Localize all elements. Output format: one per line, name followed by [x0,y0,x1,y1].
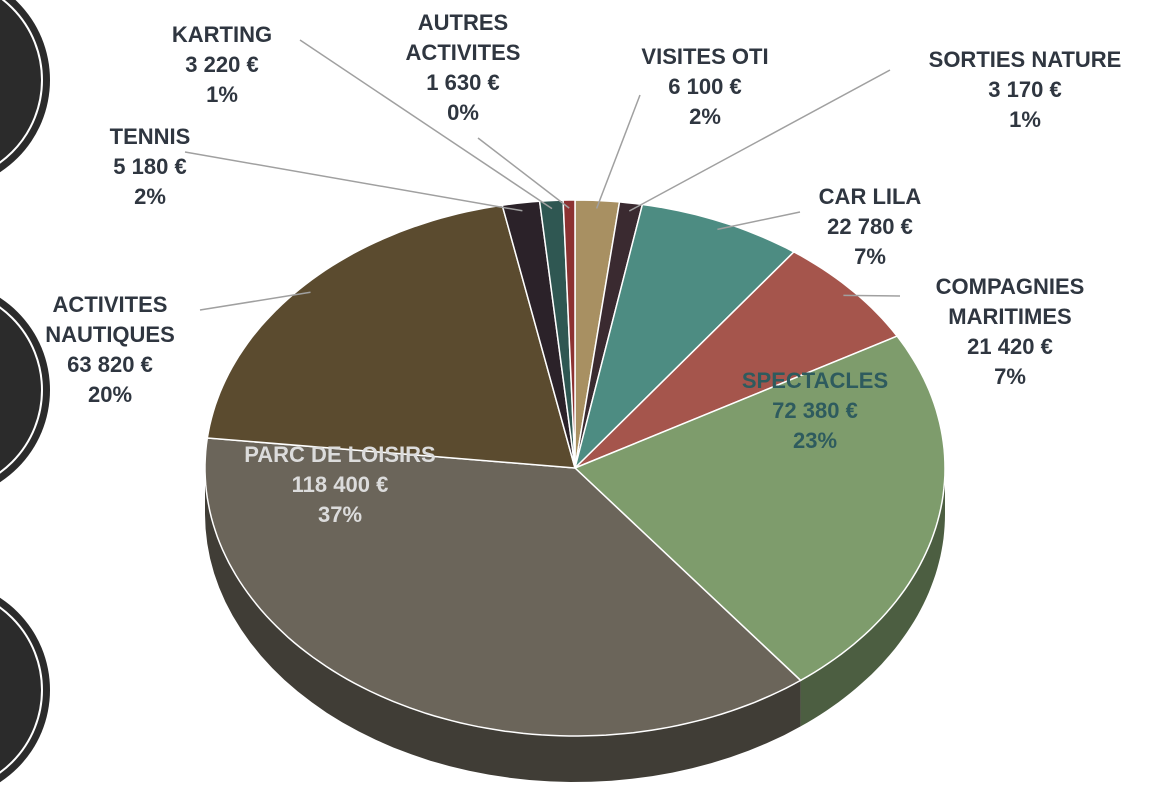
category-label: COMPAGNIES MARITIMES [935,274,1085,329]
leader-line [628,69,891,212]
value-label: 72 380 € [772,398,858,423]
slice-label: CAR LILA 22 780 € 7% [750,182,990,272]
slice-label: COMPAGNIES MARITIMES 21 420 € 7% [920,272,1100,392]
leader-line [299,39,553,210]
percent-label: 23% [792,428,838,453]
slice [206,204,577,469]
decor-ring [0,0,43,164]
leader-line [199,291,311,311]
leader-line [184,151,523,212]
value-label: 1 630 € [426,70,500,95]
value-label: 6 100 € [668,74,742,99]
decor-ring [0,606,43,774]
slice [573,335,946,682]
value-label: 63 820 € [67,352,153,377]
slice-label: ACTIVITES NAUTIQUES 63 820 € 20% [20,290,200,410]
value-label: 22 780 € [827,214,913,239]
slice-label: AUTRES ACTIVITES 1 630 € 0% [373,8,553,128]
category-label: KARTING [171,22,273,47]
percent-label: 37% [317,502,363,527]
percent-label: 20% [87,382,133,407]
slice [573,203,796,471]
slice-label: SORTIES NATURE 3 170 € 1% [905,45,1145,135]
value-label: 5 180 € [113,154,187,179]
slice-side [205,468,801,782]
percent-label: 2% [134,184,166,209]
percent-label: 7% [994,364,1026,389]
percent-label: 7% [854,244,886,269]
slice-side [800,468,945,727]
category-label: SPECTACLES [741,368,889,393]
percent-label: 2% [689,104,721,129]
decor-circle [0,597,50,783]
value-label: 3 220 € [185,52,259,77]
value-label: 118 400 € [291,472,389,497]
value-label: 21 420 € [967,334,1053,359]
leader-line [595,94,641,209]
slice-label: PARC DE LOISIRS 118 400 € 37% [220,440,460,530]
slice [574,250,899,469]
category-label: TENNIS [109,124,191,149]
leader-line [717,211,801,231]
slice-label: SPECTACLES 72 380 € 23% [695,366,935,456]
slice-label: VISITES OTI 6 100 € 2% [585,42,825,132]
leader-line [477,137,570,209]
percent-label: 1% [1009,107,1041,132]
decor-circle [0,0,50,173]
category-label: CAR LILA [818,184,922,209]
slice-label: TENNIS 5 180 € 2% [30,122,270,212]
category-label: SORTIES NATURE [928,47,1122,72]
slice [501,200,576,469]
category-label: AUTRES ACTIVITES [405,10,521,65]
slice [562,199,576,469]
category-label: PARC DE LOISIRS [244,442,436,467]
slice-label: KARTING 3 220 € 1% [102,20,342,110]
slice [204,437,802,737]
percent-label: 1% [206,82,238,107]
category-label: VISITES OTI [641,44,769,69]
decor-circle [0,297,50,483]
leader-line [843,294,901,297]
percent-label: 0% [447,100,479,125]
value-label: 3 170 € [988,77,1062,102]
category-label: ACTIVITES NAUTIQUES [45,292,175,347]
decor-ring [0,306,43,474]
